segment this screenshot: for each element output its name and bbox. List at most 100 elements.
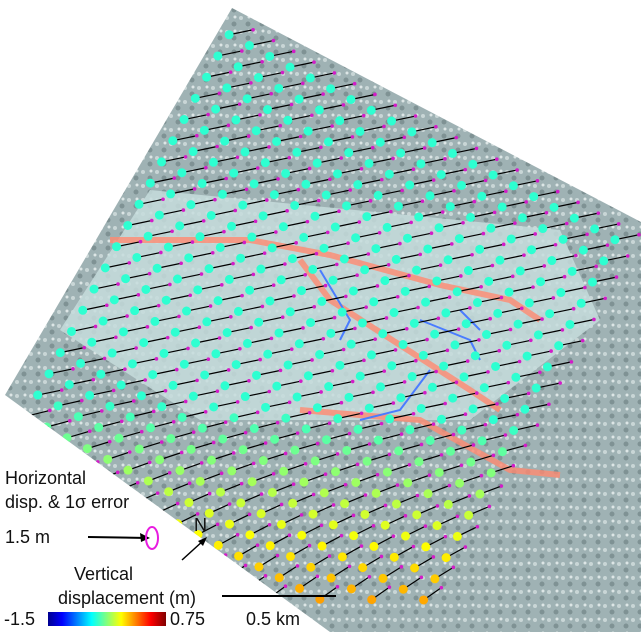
station <box>265 296 275 306</box>
arrow-tip <box>420 199 425 204</box>
station <box>312 403 322 413</box>
colorbar-max: 0.75 <box>170 609 205 629</box>
station <box>209 402 219 412</box>
arrow-tip <box>159 440 164 444</box>
arrow-tip <box>367 442 372 446</box>
arrow-tip <box>321 336 326 341</box>
station <box>565 319 575 329</box>
arrow-tip <box>287 533 292 537</box>
station <box>256 264 266 274</box>
station <box>405 180 415 190</box>
arrow-tip <box>215 522 220 527</box>
arrow-tip <box>549 349 553 353</box>
station <box>184 498 194 508</box>
station <box>53 401 63 411</box>
arrow-tip <box>439 453 444 457</box>
arrow-tip <box>295 431 300 435</box>
station <box>85 390 95 400</box>
arrow-tip <box>143 378 147 382</box>
station <box>524 298 534 308</box>
arrow-tip <box>551 296 556 300</box>
station <box>256 509 266 519</box>
station <box>324 382 334 392</box>
station <box>211 593 221 603</box>
arrow-tip <box>395 483 400 487</box>
arrow-tip <box>596 211 601 215</box>
arrow-tip <box>223 420 228 425</box>
arrow-tip <box>163 388 168 393</box>
arrow-tip <box>515 412 520 417</box>
arrow-tip <box>271 471 276 476</box>
arrow-tip <box>540 317 544 321</box>
station <box>331 467 341 477</box>
arrow-tip <box>382 369 387 373</box>
arrow-tip <box>235 155 240 160</box>
arrow-tip <box>179 261 183 266</box>
station <box>468 159 478 169</box>
arrow-tip <box>262 251 267 256</box>
station <box>344 148 354 158</box>
station <box>414 212 424 222</box>
arrow-tip <box>359 411 364 416</box>
arrow-tip <box>292 294 296 298</box>
station <box>375 137 385 147</box>
arrow-tip <box>183 532 188 537</box>
station <box>326 84 336 94</box>
station <box>251 126 261 136</box>
arrow-tip <box>255 543 260 547</box>
station <box>380 276 390 286</box>
arrow-tip <box>259 492 264 496</box>
station <box>448 148 458 158</box>
station <box>127 359 137 369</box>
station <box>319 243 329 253</box>
arrow-tip <box>240 49 244 53</box>
displacement-arrow <box>82 543 102 556</box>
station <box>188 147 198 157</box>
station <box>299 232 309 242</box>
station <box>576 298 586 308</box>
station <box>346 584 356 594</box>
arrow-tip <box>580 338 585 343</box>
arrow-tip <box>226 123 231 128</box>
arrow-tip <box>553 242 558 247</box>
station <box>247 232 257 242</box>
arrow-tip <box>491 453 496 458</box>
station <box>367 350 377 360</box>
arrow-tip <box>115 470 120 475</box>
station <box>197 423 207 433</box>
station <box>299 477 309 487</box>
arrow-tip <box>111 521 116 526</box>
arrow-tip <box>276 177 280 181</box>
station <box>263 349 273 359</box>
arrow-tip <box>147 460 152 465</box>
arrow-tip <box>359 544 364 548</box>
arrow-tip <box>242 240 247 245</box>
arrow-tip <box>280 70 285 75</box>
station <box>323 137 333 147</box>
station <box>58 539 68 549</box>
arrow-tip <box>362 358 366 363</box>
arrow-tip <box>479 284 483 289</box>
arrow-tip <box>247 512 252 517</box>
station <box>364 158 374 168</box>
station <box>17 518 27 528</box>
station <box>222 83 232 93</box>
north-arrow-head <box>198 537 207 546</box>
arrow-tip <box>419 575 424 580</box>
displacement-arrow <box>55 450 78 460</box>
arrow-tip <box>409 220 413 225</box>
station <box>436 170 446 180</box>
colorbar-min: -1.5 <box>4 609 35 629</box>
arrow-tip <box>251 461 256 466</box>
station <box>213 51 223 61</box>
arrow-tip <box>280 315 285 319</box>
station <box>213 296 223 306</box>
station <box>342 445 352 455</box>
arrow-tip <box>439 585 444 590</box>
station <box>193 285 203 295</box>
station <box>466 457 476 467</box>
station <box>357 318 367 328</box>
station <box>340 499 350 509</box>
station <box>134 444 144 454</box>
arrow-tip <box>305 219 310 224</box>
